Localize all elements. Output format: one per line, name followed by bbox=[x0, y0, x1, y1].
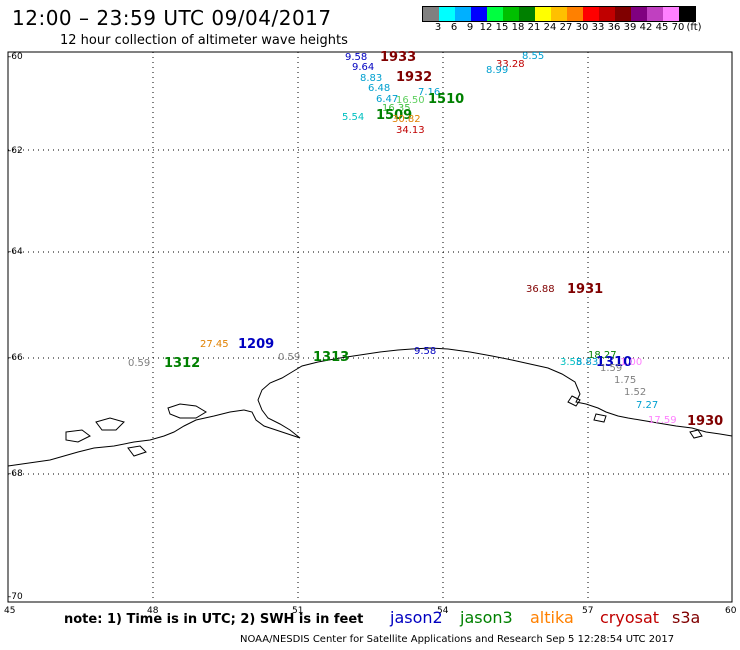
legend-swatch bbox=[535, 7, 551, 21]
legend-swatch bbox=[487, 7, 503, 21]
color-legend bbox=[422, 6, 696, 22]
satellite-altika: altika bbox=[530, 608, 574, 627]
footer-note: note: 1) Time is in UTC; 2) SWH is in fe… bbox=[64, 612, 364, 627]
wave-height-label: 3.55 bbox=[560, 357, 583, 368]
page-title: 12:00 – 23:59 UTC 09/04/2017 bbox=[12, 6, 332, 30]
pass-time-label: 1930 bbox=[687, 414, 724, 429]
wave-height-label: 17.59 bbox=[648, 415, 677, 426]
pass-time-label: 1313 bbox=[313, 350, 350, 365]
pass-time-label: 1209 bbox=[238, 337, 275, 352]
wave-height-label: 1.59 bbox=[600, 363, 623, 374]
legend-label: 6 bbox=[450, 22, 458, 33]
legend-swatch bbox=[647, 7, 663, 21]
legend-swatch bbox=[519, 7, 535, 21]
x-axis-label-51: 51 bbox=[292, 606, 304, 616]
wave-height-label: 9.64 bbox=[352, 62, 375, 73]
y-axis-label-64: -64 bbox=[8, 247, 23, 257]
wave-height-label: 8.83 bbox=[576, 357, 599, 368]
y-axis-label-66: -66 bbox=[8, 353, 23, 363]
wave-height-label: 1.75 bbox=[614, 375, 637, 386]
legend-label: 3 bbox=[434, 22, 442, 33]
legend-label: 21 bbox=[527, 22, 541, 33]
wave-height-label: 1.52 bbox=[624, 387, 647, 398]
legend-swatch bbox=[503, 7, 519, 21]
legend-swatch bbox=[679, 7, 695, 21]
page-subtitle: 12 hour collection of altimeter wave hei… bbox=[60, 33, 348, 48]
x-axis-label-45: 45 bbox=[4, 606, 16, 616]
pass-time-label: 1509 bbox=[376, 108, 413, 123]
y-axis-label-62: -62 bbox=[8, 146, 23, 156]
legend-label: (ft) bbox=[686, 22, 702, 33]
wave-height-label: 0.59 bbox=[128, 358, 151, 369]
x-axis-label-54: 54 bbox=[437, 606, 449, 616]
wave-height-label: 1.00 bbox=[620, 357, 643, 368]
legend-label: 18 bbox=[511, 22, 525, 33]
wave-height-label: 30.82 bbox=[392, 114, 421, 125]
wave-height-label: 9.58 bbox=[345, 52, 368, 63]
legend-label: 39 bbox=[623, 22, 637, 33]
pass-time-label: 1931 bbox=[567, 282, 604, 297]
legend-swatch bbox=[455, 7, 471, 21]
wave-height-label: 8.99 bbox=[486, 65, 509, 76]
legend-label: 70 bbox=[671, 22, 685, 33]
wave-height-label: 6.48 bbox=[368, 83, 391, 94]
wave-height-label: 8.55 bbox=[522, 51, 545, 62]
legend-swatch bbox=[471, 7, 487, 21]
legend-swatch bbox=[599, 7, 615, 21]
map-frame bbox=[7, 51, 733, 603]
x-axis-label-57: 57 bbox=[582, 606, 594, 616]
legend-swatch bbox=[631, 7, 647, 21]
satellite-s3a: s3a bbox=[672, 608, 701, 627]
legend-label: 9 bbox=[466, 22, 474, 33]
legend-swatch bbox=[439, 7, 455, 21]
wave-height-label: 18.27 bbox=[588, 350, 617, 361]
legend-swatch bbox=[567, 7, 583, 21]
legend-label: 12 bbox=[479, 22, 493, 33]
y-axis-label-60: -60 bbox=[8, 52, 23, 62]
legend-swatch bbox=[663, 7, 679, 21]
satellite-jason2: jason2 bbox=[390, 608, 443, 627]
wave-height-label: 5.54 bbox=[342, 112, 365, 123]
wave-height-label: 33.28 bbox=[496, 59, 525, 70]
wave-height-label: 8.83 bbox=[360, 73, 383, 84]
legend-label: 27 bbox=[559, 22, 573, 33]
satellite-cryosat: cryosat bbox=[600, 608, 660, 627]
wave-height-label: 16.35 bbox=[382, 103, 411, 114]
wave-height-label: 7.27 bbox=[636, 400, 659, 411]
coastline bbox=[7, 347, 733, 467]
legend-label: 45 bbox=[655, 22, 669, 33]
graticule bbox=[8, 52, 732, 602]
pass-time-label: 1510 bbox=[428, 92, 465, 107]
legend-label: 15 bbox=[495, 22, 509, 33]
credit-line: NOAA/NESDIS Center for Satellite Applica… bbox=[240, 634, 675, 645]
legend-swatch bbox=[423, 7, 439, 21]
wave-height-label: 7.16 bbox=[418, 87, 441, 98]
legend-swatch bbox=[583, 7, 599, 21]
pass-time-label: 1932 bbox=[396, 70, 433, 85]
legend-label: 33 bbox=[591, 22, 605, 33]
legend-label: 24 bbox=[543, 22, 557, 33]
pass-time-label: 1933 bbox=[380, 50, 417, 65]
legend-swatch bbox=[615, 7, 631, 21]
y-axis-label-70: -70 bbox=[8, 592, 23, 602]
pass-time-label: 1312 bbox=[164, 356, 201, 371]
wave-height-label: 16.50 bbox=[396, 95, 425, 106]
wave-height-label: 6.47 bbox=[376, 94, 399, 105]
wave-height-label: 34.13 bbox=[396, 125, 425, 136]
pass-time-label: 1310 bbox=[596, 355, 633, 370]
legend-label: 42 bbox=[639, 22, 653, 33]
wave-height-label: 36.88 bbox=[526, 284, 555, 295]
legend-label: 36 bbox=[607, 22, 621, 33]
wave-height-label: 0.59 bbox=[278, 352, 301, 363]
y-axis-label-68: -68 bbox=[8, 469, 23, 479]
legend-swatch bbox=[551, 7, 567, 21]
legend-label: 30 bbox=[575, 22, 589, 33]
x-axis-label-48: 48 bbox=[147, 606, 159, 616]
wave-height-label: 9.58 bbox=[414, 346, 437, 357]
wave-height-label: 27.45 bbox=[200, 339, 229, 350]
x-axis-label-60: 60 bbox=[725, 606, 737, 616]
satellite-jason3: jason3 bbox=[460, 608, 513, 627]
